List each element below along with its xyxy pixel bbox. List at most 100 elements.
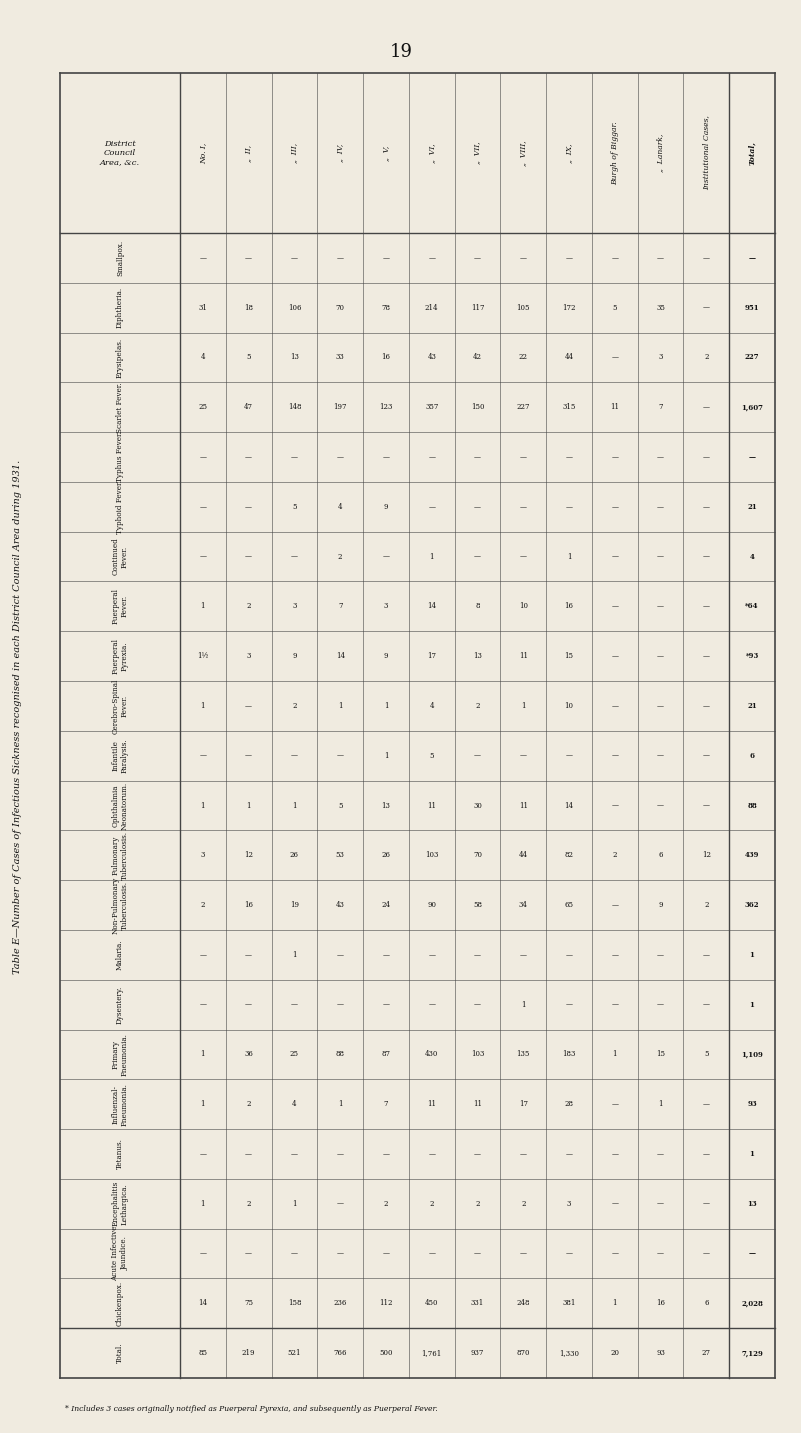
Text: —: —: [199, 1250, 207, 1258]
Text: 1: 1: [200, 801, 205, 810]
Text: Acute Infective
Jaundice.: Acute Infective Jaundice.: [111, 1225, 129, 1281]
Text: Encephalitis
Lethargica.: Encephalitis Lethargica.: [111, 1181, 129, 1227]
Text: —: —: [336, 453, 344, 461]
Text: 17: 17: [427, 652, 437, 661]
Text: 2: 2: [521, 1199, 525, 1208]
Text: —: —: [611, 254, 618, 262]
Text: —: —: [245, 1000, 252, 1009]
Text: —: —: [199, 952, 207, 959]
Text: —: —: [702, 1199, 710, 1208]
Text: 150: 150: [471, 403, 485, 411]
Text: No. I,: No. I,: [199, 142, 207, 163]
Text: —: —: [657, 752, 664, 759]
Text: 13: 13: [381, 801, 390, 810]
Text: 951: 951: [745, 304, 759, 311]
Text: District
Council
Area, &c.: District Council Area, &c.: [100, 140, 140, 166]
Text: 6: 6: [750, 752, 755, 759]
Text: —: —: [749, 254, 755, 262]
Text: 2,028: 2,028: [741, 1300, 763, 1307]
Text: 1: 1: [292, 1199, 296, 1208]
Text: —: —: [566, 453, 573, 461]
Text: —: —: [382, 1000, 389, 1009]
Text: 5: 5: [704, 1050, 709, 1059]
Text: 44: 44: [565, 354, 574, 361]
Text: —: —: [657, 702, 664, 709]
Text: —: —: [245, 553, 252, 560]
Text: 227: 227: [745, 354, 759, 361]
Text: 14: 14: [565, 801, 574, 810]
Text: —: —: [749, 453, 755, 461]
Text: 93: 93: [747, 1101, 757, 1108]
Text: —: —: [702, 254, 710, 262]
Text: 105: 105: [517, 304, 530, 311]
Text: Pulmonary
Tuberculosis.: Pulmonary Tuberculosis.: [111, 831, 129, 880]
Text: 937: 937: [471, 1348, 484, 1357]
Text: 53: 53: [336, 851, 344, 860]
Text: —: —: [657, 801, 664, 810]
Text: 2: 2: [475, 1199, 480, 1208]
Text: Ophthalmia
Neonatorum.: Ophthalmia Neonatorum.: [111, 781, 129, 830]
Text: 1: 1: [200, 1199, 205, 1208]
Text: „  II,: „ II,: [244, 145, 252, 162]
Text: 1: 1: [292, 952, 296, 959]
Text: —: —: [382, 254, 389, 262]
Text: —: —: [611, 553, 618, 560]
Text: Continued
Fever.: Continued Fever.: [111, 537, 129, 576]
Text: 5: 5: [338, 801, 343, 810]
Text: „  VII,: „ VII,: [473, 142, 481, 165]
Text: —: —: [474, 952, 481, 959]
Text: 227: 227: [517, 403, 530, 411]
Text: 65: 65: [565, 901, 574, 909]
Text: 450: 450: [425, 1300, 438, 1307]
Text: —: —: [657, 1149, 664, 1158]
Text: —: —: [566, 752, 573, 759]
Text: —: —: [245, 254, 252, 262]
Text: —: —: [474, 752, 481, 759]
Text: —: —: [474, 503, 481, 510]
Text: 2: 2: [200, 901, 205, 909]
Text: 1: 1: [521, 1000, 525, 1009]
Text: 26: 26: [381, 851, 390, 860]
Text: —: —: [657, 1250, 664, 1258]
Text: 36: 36: [244, 1050, 253, 1059]
Text: 1: 1: [750, 952, 755, 959]
Text: —: —: [245, 752, 252, 759]
Text: —: —: [474, 553, 481, 560]
Text: 4: 4: [338, 503, 343, 510]
Text: „  Lanark,: „ Lanark,: [657, 133, 665, 172]
Text: 19: 19: [290, 901, 299, 909]
Text: 1: 1: [338, 1101, 343, 1108]
Text: —: —: [657, 553, 664, 560]
Text: —: —: [566, 952, 573, 959]
Text: 15: 15: [565, 652, 574, 661]
Text: 2: 2: [292, 702, 296, 709]
Text: 1½: 1½: [197, 652, 208, 661]
Text: 183: 183: [562, 1050, 576, 1059]
Text: 35: 35: [656, 304, 665, 311]
Text: 25: 25: [290, 1050, 299, 1059]
Text: 1: 1: [384, 702, 388, 709]
Text: 123: 123: [380, 403, 392, 411]
Text: —: —: [702, 1149, 710, 1158]
Text: 172: 172: [562, 304, 576, 311]
Text: —: —: [199, 1000, 207, 1009]
Text: 315: 315: [562, 403, 576, 411]
Text: 90: 90: [427, 901, 437, 909]
Text: —: —: [336, 1199, 344, 1208]
Text: 30: 30: [473, 801, 482, 810]
Text: —: —: [520, 254, 527, 262]
Text: —: —: [245, 453, 252, 461]
Text: —: —: [611, 453, 618, 461]
Text: 5: 5: [247, 354, 251, 361]
Text: 1: 1: [200, 1050, 205, 1059]
Text: —: —: [657, 602, 664, 610]
Text: —: —: [702, 503, 710, 510]
Text: 26: 26: [290, 851, 299, 860]
Text: 2: 2: [338, 553, 343, 560]
Text: 11: 11: [473, 1101, 482, 1108]
Text: 1: 1: [613, 1050, 617, 1059]
Text: 12: 12: [244, 851, 253, 860]
Text: Puerperal
Pyrexia.: Puerperal Pyrexia.: [111, 638, 129, 674]
Text: 28: 28: [565, 1101, 574, 1108]
Text: 1: 1: [750, 1000, 755, 1009]
